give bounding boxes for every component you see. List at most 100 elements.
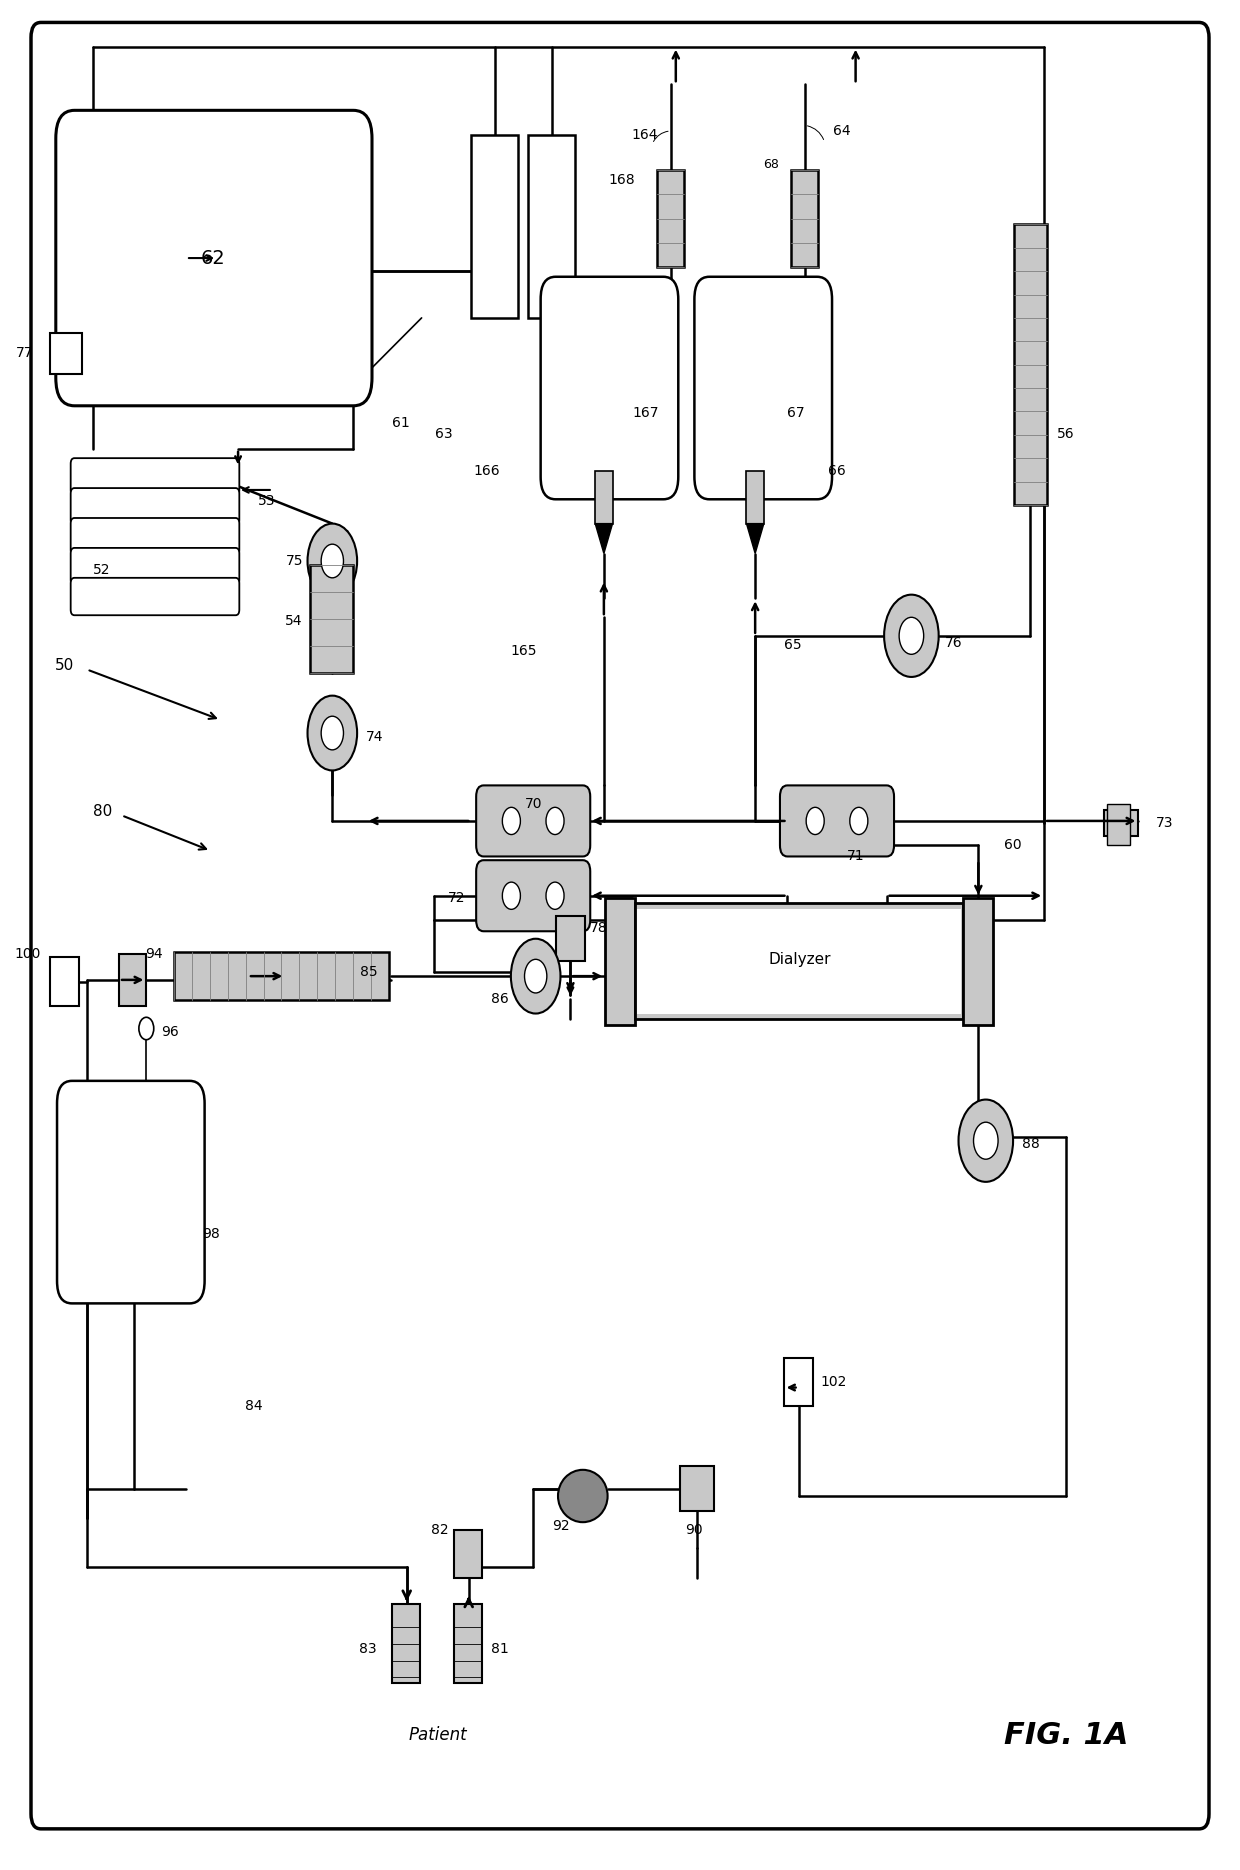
Text: 92: 92 [552, 1518, 569, 1533]
Text: 54: 54 [285, 613, 303, 628]
Text: 73: 73 [1156, 815, 1173, 830]
Bar [1104, 810, 1138, 836]
Circle shape [502, 883, 521, 909]
Bar [119, 954, 146, 1006]
Bar [635, 903, 963, 1019]
Circle shape [308, 524, 357, 598]
Circle shape [321, 544, 343, 578]
Circle shape [959, 1100, 1013, 1182]
Circle shape [884, 595, 939, 677]
Circle shape [546, 808, 564, 834]
Circle shape [511, 939, 560, 1014]
FancyBboxPatch shape [541, 277, 678, 499]
Text: 74: 74 [366, 729, 383, 744]
Bar [1107, 804, 1130, 845]
Text: 168: 168 [609, 172, 635, 187]
Text: FIG. 1A: FIG. 1A [1004, 1720, 1128, 1750]
FancyBboxPatch shape [71, 578, 239, 615]
Bar [50, 957, 79, 1006]
Text: 80: 80 [93, 804, 113, 819]
FancyBboxPatch shape [694, 277, 832, 499]
Text: 94: 94 [145, 946, 162, 961]
FancyBboxPatch shape [71, 548, 239, 585]
FancyBboxPatch shape [71, 458, 239, 496]
Text: 84: 84 [246, 1399, 263, 1414]
Bar [963, 898, 993, 1025]
Text: 61: 61 [392, 415, 409, 430]
Text: 77: 77 [16, 346, 33, 361]
FancyBboxPatch shape [71, 518, 239, 555]
Bar [1014, 224, 1047, 505]
Circle shape [321, 716, 343, 750]
Text: 85: 85 [360, 965, 377, 980]
FancyBboxPatch shape [57, 1081, 205, 1303]
Text: 76: 76 [945, 636, 962, 651]
Circle shape [849, 808, 868, 834]
Text: 82: 82 [432, 1522, 449, 1537]
Circle shape [899, 617, 924, 654]
Bar [637, 909, 961, 1014]
Text: 98: 98 [202, 1227, 219, 1242]
Ellipse shape [558, 1470, 608, 1522]
Bar [605, 898, 635, 1025]
Circle shape [973, 1122, 998, 1159]
Circle shape [308, 696, 357, 770]
Polygon shape [595, 524, 613, 554]
Text: 166: 166 [474, 464, 500, 479]
Text: 88: 88 [1022, 1137, 1039, 1152]
Bar [680, 1466, 714, 1511]
Bar [454, 1604, 482, 1683]
Text: 53: 53 [258, 494, 275, 509]
Text: 165: 165 [510, 643, 537, 658]
Text: 72: 72 [448, 890, 465, 905]
Bar [174, 952, 389, 1000]
Text: 167: 167 [632, 406, 658, 421]
Text: 86: 86 [491, 991, 508, 1006]
Text: 100: 100 [15, 946, 41, 961]
Bar [746, 471, 764, 524]
Bar [310, 565, 353, 673]
Text: 96: 96 [161, 1025, 179, 1040]
FancyBboxPatch shape [780, 785, 894, 856]
Circle shape [806, 808, 825, 834]
Text: 50: 50 [55, 658, 74, 673]
Text: 81: 81 [491, 1642, 508, 1657]
Bar [50, 333, 82, 374]
Text: 102: 102 [821, 1374, 847, 1389]
Text: Patient: Patient [408, 1726, 467, 1745]
Text: 56: 56 [1056, 426, 1074, 441]
Bar [784, 1358, 813, 1406]
Bar [657, 170, 684, 267]
FancyBboxPatch shape [476, 785, 590, 856]
Text: 71: 71 [847, 849, 864, 864]
Text: 164: 164 [631, 127, 658, 142]
Circle shape [525, 959, 547, 993]
Text: 83: 83 [360, 1642, 377, 1657]
Text: 60: 60 [1004, 838, 1022, 853]
FancyBboxPatch shape [71, 488, 239, 525]
Text: 63: 63 [435, 426, 453, 441]
Bar [791, 170, 818, 267]
Bar [595, 471, 613, 524]
Text: 62: 62 [201, 249, 226, 267]
Text: 65: 65 [784, 638, 801, 653]
Bar [471, 135, 518, 318]
Polygon shape [746, 524, 764, 554]
Circle shape [502, 808, 521, 834]
Text: Dialyzer: Dialyzer [769, 952, 831, 967]
Text: 75: 75 [286, 554, 304, 568]
Text: 66: 66 [828, 464, 846, 479]
Text: 78: 78 [590, 920, 608, 935]
FancyBboxPatch shape [56, 110, 372, 406]
FancyBboxPatch shape [476, 860, 590, 931]
Text: 68: 68 [763, 159, 779, 170]
Circle shape [546, 883, 564, 909]
Bar [392, 1604, 420, 1683]
Bar [528, 135, 575, 318]
Text: 70: 70 [525, 797, 542, 812]
Bar [454, 1530, 482, 1578]
Text: 52: 52 [93, 563, 110, 578]
Bar [556, 916, 585, 961]
Text: 90: 90 [686, 1522, 703, 1537]
Text: 67: 67 [787, 406, 805, 421]
